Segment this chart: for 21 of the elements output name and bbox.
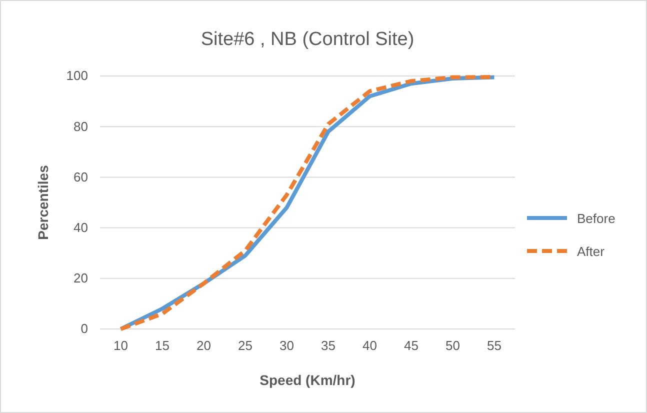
x-tick-label: 15 [155, 338, 170, 354]
x-tick-label: 10 [114, 338, 128, 354]
legend-label: Before [577, 211, 616, 226]
x-tick-label: 25 [238, 338, 252, 354]
x-axis-title: Speed (Km/hr) [260, 372, 356, 388]
x-tick-label: 45 [404, 338, 418, 354]
x-tick-label: 40 [362, 338, 377, 354]
y-tick-label: 100 [66, 68, 88, 84]
x-tick-label: 30 [280, 338, 294, 354]
legend-label: After [577, 244, 606, 259]
y-tick-label: 0 [80, 321, 88, 336]
x-tick-label: 20 [196, 338, 211, 354]
y-tick-label: 40 [74, 220, 88, 235]
y-axis-title: Percentiles [35, 164, 51, 240]
x-tick-label: 35 [321, 338, 336, 354]
chart-title: Site#6 , NB (Control Site) [200, 29, 414, 50]
y-tick-label: 80 [74, 118, 88, 134]
y-tick-label: 60 [74, 169, 88, 184]
y-tick-label: 20 [74, 270, 88, 286]
x-tick-label: 50 [446, 338, 460, 354]
x-tick-label: 55 [487, 338, 502, 354]
